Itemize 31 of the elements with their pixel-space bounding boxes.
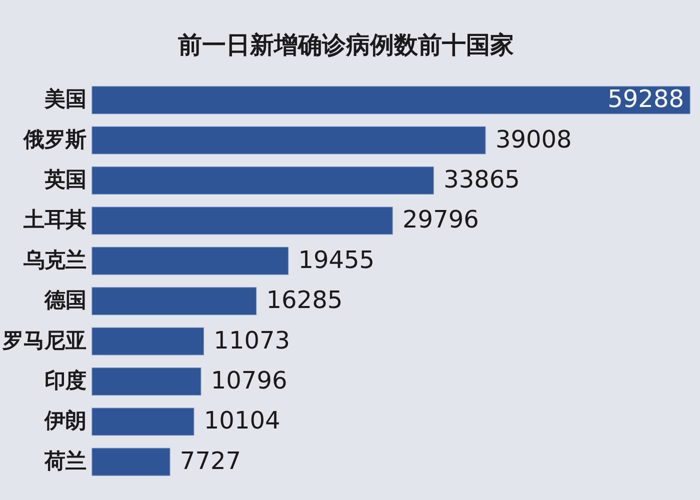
bar: [92, 287, 257, 316]
data-label: 19455: [298, 246, 375, 274]
y-tick-label: 德国: [44, 288, 86, 312]
y-tick-label: 美国: [44, 87, 86, 112]
data-label: 59288: [608, 85, 684, 114]
bar: [92, 206, 393, 235]
y-tick-label: 英国: [44, 168, 86, 192]
y-tick-label: 罗马尼亚: [2, 328, 86, 352]
bar: [92, 448, 170, 476]
data-label: 10104: [204, 406, 280, 435]
bar: [92, 368, 202, 396]
data-label: 11073: [214, 326, 290, 354]
data-label: 10796: [210, 366, 288, 394]
y-tick-label: 乌克兰: [22, 248, 86, 272]
y-tick-label: 荷兰: [44, 448, 86, 473]
data-label: 33865: [444, 166, 520, 194]
data-label: 7727: [180, 446, 242, 475]
data-label: 29796: [402, 206, 479, 234]
y-tick-label: 伊朗: [44, 408, 86, 433]
chart-title: 前一日新增确诊病例数前十国家: [177, 31, 514, 59]
y-tick-label: 土耳其: [22, 208, 86, 232]
bar: [92, 86, 690, 114]
data-label: 39008: [495, 125, 572, 154]
y-tick-label: 俄罗斯: [22, 127, 86, 152]
bar: [92, 126, 486, 154]
bar: [92, 246, 289, 275]
bar: [92, 408, 194, 436]
bar: [92, 327, 204, 356]
data-label: 16285: [266, 286, 343, 314]
bar: [92, 166, 434, 194]
y-tick-label: 印度: [44, 368, 86, 392]
